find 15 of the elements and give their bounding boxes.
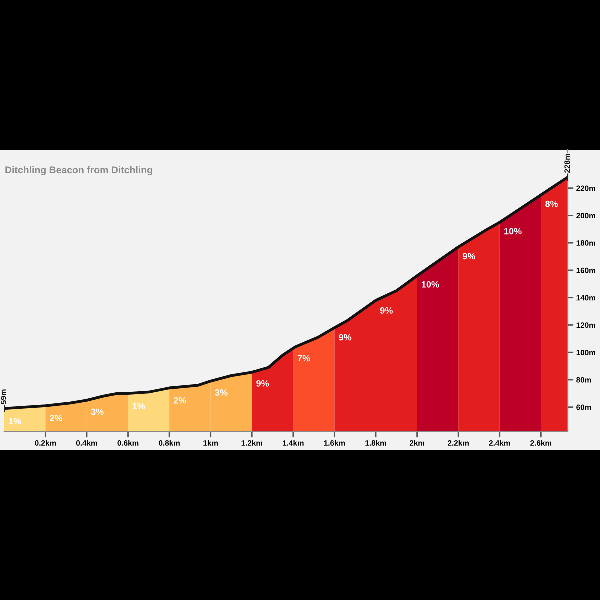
text: Ditchling Beacon from Ditchling <box>6 166 152 176</box>
band-label: 7% <box>298 355 310 362</box>
band-label: 9% <box>339 334 352 341</box>
band-label: 2% <box>174 397 186 404</box>
band-label: 9% <box>380 308 393 314</box>
band-label: 1% <box>132 403 146 410</box>
band-label: 8% <box>546 200 558 208</box>
band-label: 10% <box>422 281 440 288</box>
band-label: 3% <box>215 390 228 396</box>
band-label: 2% <box>50 415 63 422</box>
band-label: 9% <box>463 253 476 260</box>
band-label: 9% <box>256 380 270 387</box>
band-label: 10% <box>504 228 522 235</box>
band-label: 1% <box>9 418 22 425</box>
band-label: 3% <box>91 408 104 416</box>
